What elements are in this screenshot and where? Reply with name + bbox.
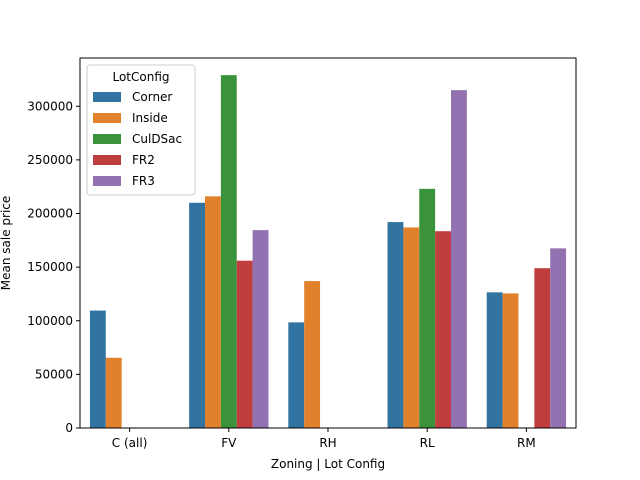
x-tick-label: FV — [221, 436, 237, 450]
bar-fr3-rl — [451, 90, 467, 429]
bar-fr2-fv — [236, 260, 253, 428]
legend-swatch-fr3 — [93, 176, 121, 186]
x-tick-label: RL — [420, 436, 435, 450]
x-axis-title: Zoning | Lot Config — [271, 457, 385, 471]
legend-swatch-corner — [93, 92, 121, 102]
bar-inside-fv — [204, 196, 221, 428]
x-axis: C (all) FV RH RL RM — [112, 428, 536, 450]
bar-corner-rm — [486, 292, 503, 428]
bar-corner-fv — [189, 202, 205, 428]
x-tick-label: RH — [319, 436, 336, 450]
y-axis-title: Mean sale price — [0, 196, 13, 291]
bar-inside-rl — [403, 227, 420, 428]
y-tick-label: 150000 — [27, 260, 73, 274]
legend-swatch-inside — [93, 113, 121, 123]
bar-corner-c-all — [89, 310, 106, 428]
y-tick-label: 100000 — [27, 314, 73, 328]
y-tick-label: 50000 — [35, 367, 73, 381]
legend-swatch-fr2 — [93, 155, 121, 165]
bar-corner-rh — [288, 322, 305, 428]
bar-inside-rh — [304, 281, 321, 428]
y-tick-label: 0 — [65, 421, 73, 435]
legend-swatch-culdsac — [93, 134, 121, 144]
bar-fr2-rl — [435, 231, 452, 428]
legend-label-culdsac: CulDSac — [132, 132, 182, 146]
legend-label-fr2: FR2 — [132, 153, 155, 167]
bars-layer — [89, 75, 567, 429]
legend-label-inside: Inside — [132, 111, 168, 125]
x-tick-label: RM — [517, 436, 536, 450]
bar-culdsac-fv — [220, 75, 237, 428]
y-tick-label: 300000 — [27, 99, 73, 113]
bar-inside-c-all — [105, 357, 122, 428]
y-tick-label: 250000 — [27, 153, 73, 167]
bar-fr2-rm — [534, 268, 551, 428]
bar-corner-rl — [387, 222, 404, 428]
legend-title: LotConfig — [112, 70, 169, 84]
y-tick-label: 200000 — [27, 207, 73, 221]
bar-fr3-fv — [252, 230, 269, 428]
bar-inside-rm — [502, 293, 519, 428]
legend-label-corner: Corner — [132, 90, 172, 104]
bar-fr3-rm — [550, 248, 567, 428]
legend-label-fr3: FR3 — [132, 174, 155, 188]
x-tick-label: C (all) — [112, 436, 148, 450]
y-axis: 0 50000 100000 150000 200000 250000 300000 — [27, 99, 80, 435]
bar-culdsac-rl — [419, 188, 436, 428]
legend: LotConfig Corner Inside CulDSac FR2 FR3 — [86, 64, 196, 196]
